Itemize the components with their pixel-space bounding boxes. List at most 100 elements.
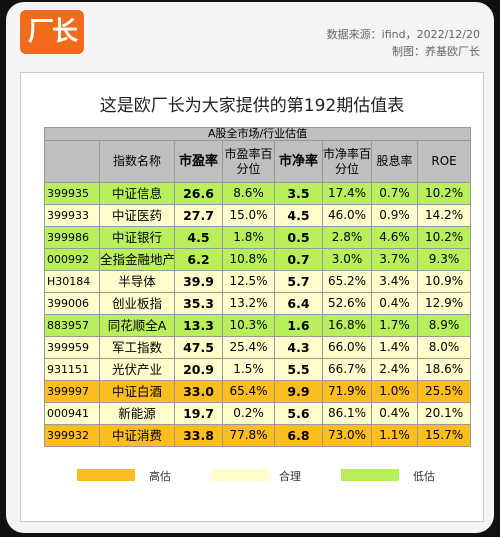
table-row: 883957 同花顺全A 13.3 10.3% 1.6 16.8% 1.7% 8.9%: [44, 314, 472, 337]
cell-pe: 20.9: [174, 358, 223, 381]
cell-dividend: 0.4%: [371, 402, 418, 425]
cell-pe: 33.0: [174, 380, 223, 403]
legend-swatch-fair: [211, 469, 269, 481]
cell-dividend: 1.4%: [371, 336, 418, 359]
col-header-pb: 市净率: [274, 140, 323, 183]
cell-pe-pct: 12.5%: [222, 270, 275, 293]
table-caption: A股全市场/行业估值: [43, 127, 472, 141]
table-row: 399933 中证医药 27.7 15.0% 4.5 46.0% 0.9% 14.2%: [44, 204, 472, 227]
cell-pb-pct: 86.1%: [322, 402, 372, 425]
table-row: 399986 中证银行 4.5 1.8% 0.5 2.8% 4.6% 10.2%: [44, 226, 472, 249]
legend-swatch-high: [77, 469, 135, 481]
table-row: 931151 光伏产业 20.9 1.5% 5.5 66.7% 2.4% 18.6%: [44, 358, 472, 381]
cell-pb: 3.5: [274, 182, 323, 205]
cell-name: 军工指数: [99, 336, 175, 359]
cell-roe: 12.9%: [416, 292, 472, 315]
cell-pb: 6.4: [274, 292, 323, 315]
cell-roe: 8.0%: [416, 336, 472, 359]
cell-pb-pct: 52.6%: [322, 292, 372, 315]
col-header-pb-pct: 市净率百分位: [322, 140, 372, 183]
legend-swatch-low: [341, 469, 399, 481]
cell-pe-pct: 0.2%: [222, 402, 275, 425]
cell-name: 新能源: [99, 402, 175, 425]
cell-dividend: 1.7%: [371, 314, 418, 337]
cell-name: 中证消费: [99, 424, 175, 447]
cell-pb-pct: 73.0%: [322, 424, 372, 447]
cell-code: 399997: [44, 380, 100, 403]
cell-dividend: 1.1%: [371, 424, 418, 447]
table-row: 000941 新能源 19.7 0.2% 5.6 86.1% 0.4% 20.1%: [44, 402, 472, 425]
cell-dividend: 3.4%: [371, 270, 418, 293]
cell-roe: 10.2%: [416, 226, 472, 249]
cell-pe-pct: 77.8%: [222, 424, 275, 447]
cell-roe: 20.1%: [416, 402, 472, 425]
cell-roe: 9.3%: [416, 248, 472, 271]
legend-label-high: 高估: [149, 470, 171, 483]
cell-pb-pct: 66.0%: [322, 336, 372, 359]
cell-dividend: 0.4%: [371, 292, 418, 315]
cell-code: 399932: [44, 424, 100, 447]
cell-pe-pct: 10.3%: [222, 314, 275, 337]
cell-code: 399986: [44, 226, 100, 249]
data-source-text: 数据来源：ifind，2022/12/20: [326, 28, 480, 41]
cell-pe-pct: 10.8%: [222, 248, 275, 271]
cell-name: 中证白酒: [99, 380, 175, 403]
valuation-table: A股全市场/行业估值 指数名称 市盈率 市盈率百分位 市净率 市净率百分位 股息…: [43, 127, 472, 447]
cell-dividend: 0.9%: [371, 204, 418, 227]
col-header-dividend: 股息率: [371, 140, 418, 183]
cell-code: 399933: [44, 204, 100, 227]
cell-pe: 26.6: [174, 182, 223, 205]
brand-logo: 厂长: [20, 10, 84, 54]
cell-pb: 0.7: [274, 248, 323, 271]
cell-name: 创业板指: [99, 292, 175, 315]
cell-pb: 0.5: [274, 226, 323, 249]
cell-roe: 25.5%: [416, 380, 472, 403]
cell-pe-pct: 15.0%: [222, 204, 275, 227]
cell-code: 000941: [44, 402, 100, 425]
cell-roe: 14.2%: [416, 204, 472, 227]
cell-pe-pct: 13.2%: [222, 292, 275, 315]
legend-label-low: 低估: [413, 470, 435, 483]
cell-name: 同花顺全A: [99, 314, 175, 337]
cell-roe: 8.9%: [416, 314, 472, 337]
cell-pb-pct: 16.8%: [322, 314, 372, 337]
cell-name: 光伏产业: [99, 358, 175, 381]
col-header-pe-pct: 市盈率百分位: [222, 140, 275, 183]
cell-pb-pct: 66.7%: [322, 358, 372, 381]
page-title: 这是欧厂长为大家提供的第192期估值表: [99, 96, 405, 116]
cell-pb: 5.5: [274, 358, 323, 381]
cell-pe-pct: 25.4%: [222, 336, 275, 359]
cell-roe: 15.7%: [416, 424, 472, 447]
cell-pe: 6.2: [174, 248, 223, 271]
table-row: 399959 军工指数 47.5 25.4% 4.3 66.0% 1.4% 8.0%: [44, 336, 472, 359]
cell-dividend: 2.4%: [371, 358, 418, 381]
table-row: 399932 中证消费 33.8 77.8% 6.8 73.0% 1.1% 15.7%: [44, 424, 472, 447]
cell-pb: 6.8: [274, 424, 323, 447]
maker-text: 制图：养基欧厂长: [392, 45, 480, 58]
cell-name: 中证医药: [99, 204, 175, 227]
cell-code: 883957: [44, 314, 100, 337]
cell-code: H30184: [44, 270, 100, 293]
cell-code: 931151: [44, 358, 100, 381]
cell-pe: 35.3: [174, 292, 223, 315]
cell-name: 全指金融地产: [99, 248, 175, 271]
table-row: 399006 创业板指 35.3 13.2% 6.4 52.6% 0.4% 12.9%: [44, 292, 472, 315]
cell-pb-pct: 17.4%: [322, 182, 372, 205]
cell-roe: 10.2%: [416, 182, 472, 205]
cell-roe: 18.6%: [416, 358, 472, 381]
cell-pb: 5.7: [274, 270, 323, 293]
cell-code: 399959: [44, 336, 100, 359]
col-header-code: [44, 140, 100, 183]
cell-name: 中证信息: [99, 182, 175, 205]
table-row: H30184 半导体 39.9 12.5% 5.7 65.2% 3.4% 10.9%: [44, 270, 472, 293]
cell-pe: 27.7: [174, 204, 223, 227]
col-header-roe: ROE: [416, 140, 472, 183]
cell-pe: 4.5: [174, 226, 223, 249]
cell-pe: 33.8: [174, 424, 223, 447]
col-header-pe: 市盈率: [174, 140, 223, 183]
cell-code: 399935: [44, 182, 100, 205]
cell-dividend: 3.7%: [371, 248, 418, 271]
legend-label-fair: 合理: [279, 470, 301, 483]
cell-pe: 39.9: [174, 270, 223, 293]
legend: 高估 合理 低估: [21, 465, 483, 485]
